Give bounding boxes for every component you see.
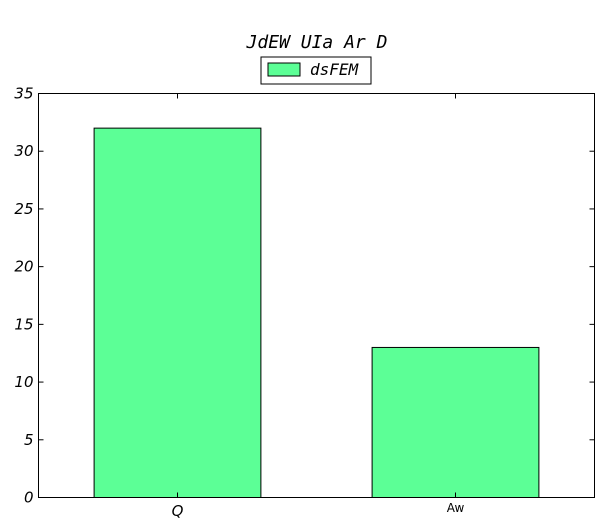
y-tick-label: 15	[14, 315, 33, 333]
legend-swatch	[267, 62, 301, 77]
y-tick-label: 0	[24, 489, 34, 507]
bar-aw	[371, 346, 540, 499]
legend: dsFEM	[260, 56, 372, 85]
y-tick-label: 20	[14, 258, 33, 276]
y-tick-label: 25	[14, 200, 33, 218]
plot-frame	[38, 93, 595, 498]
y-tick-label: 35	[14, 85, 33, 103]
bars	[93, 127, 540, 499]
x-tick-label: Aw	[447, 501, 465, 515]
y-axis: 0 5 10 15 20 25 30 35	[14, 85, 595, 507]
chart-title: JdEW UIa Ar D	[246, 32, 388, 53]
y-tick-label: 5	[24, 431, 34, 449]
x-axis: Q Aw	[172, 93, 465, 520]
bar-q	[93, 127, 262, 498]
legend-label: dsFEM	[310, 60, 360, 79]
y-tick-label: 10	[14, 373, 33, 391]
x-tick-label: Q	[172, 502, 184, 520]
y-tick-label: 30	[14, 142, 33, 160]
